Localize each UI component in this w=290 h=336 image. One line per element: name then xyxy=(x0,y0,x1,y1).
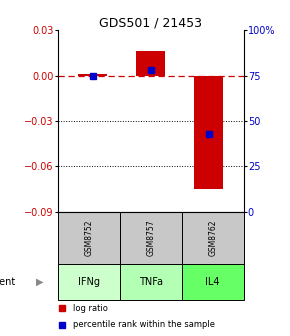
Bar xyxy=(182,212,244,264)
Bar xyxy=(58,212,120,264)
Text: IL4: IL4 xyxy=(205,277,220,287)
Bar xyxy=(136,51,165,76)
Bar xyxy=(58,264,120,300)
Bar xyxy=(194,76,223,189)
Title: GDS501 / 21453: GDS501 / 21453 xyxy=(99,16,202,29)
Text: percentile rank within the sample: percentile rank within the sample xyxy=(73,320,215,329)
Text: ▶: ▶ xyxy=(36,277,43,287)
Text: agent: agent xyxy=(0,277,16,287)
Text: IFNg: IFNg xyxy=(78,277,100,287)
Text: log ratio: log ratio xyxy=(73,304,108,313)
Text: GSM8757: GSM8757 xyxy=(146,219,155,256)
Bar xyxy=(78,74,107,76)
Text: GSM8762: GSM8762 xyxy=(208,220,217,256)
Bar xyxy=(182,264,244,300)
Bar xyxy=(120,212,182,264)
Bar xyxy=(120,264,182,300)
Text: GSM8752: GSM8752 xyxy=(84,220,93,256)
Text: TNFa: TNFa xyxy=(139,277,163,287)
